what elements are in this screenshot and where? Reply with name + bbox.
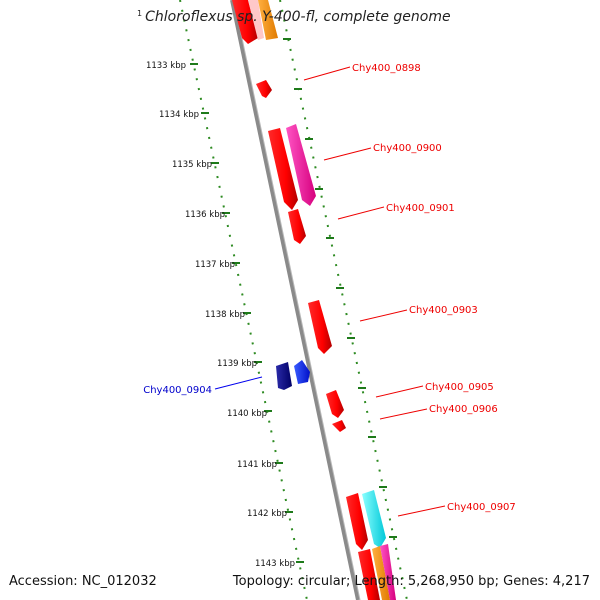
gene-label-chy400-0903[interactable]: Chy400_0903 bbox=[409, 305, 478, 316]
ruler-label: 1139 kbp bbox=[217, 359, 257, 369]
gene-bottom-red[interactable] bbox=[358, 549, 380, 600]
genome-summary-text: Topology: circular; Length: 5,268,950 bp… bbox=[232, 574, 590, 589]
ruler-label: 1137 kbp bbox=[195, 260, 235, 270]
ruler-ticks-right bbox=[283, 38, 397, 538]
gene-label-chy400-0904[interactable]: Chy400_0904 bbox=[143, 385, 212, 396]
backbone-line bbox=[230, 0, 360, 600]
gene-reverse-blue[interactable] bbox=[294, 360, 310, 384]
gene-top-orange[interactable] bbox=[258, 0, 278, 40]
gene-label-chy400-0898[interactable]: Chy400_0898 bbox=[352, 63, 421, 74]
gene-chy400-0904[interactable] bbox=[276, 362, 292, 390]
gene-chy400-0907[interactable] bbox=[362, 490, 386, 548]
gene-top-pink[interactable] bbox=[248, 0, 264, 40]
gene-chy400-0903[interactable] bbox=[308, 300, 332, 354]
ruler-label: 1140 kbp bbox=[227, 409, 267, 419]
gene-label-chy400-0901[interactable]: Chy400_0901 bbox=[386, 203, 455, 214]
gene-bottom-orange[interactable] bbox=[372, 546, 390, 600]
gene-top-red[interactable] bbox=[232, 0, 258, 44]
gene-chy400-0901[interactable] bbox=[288, 209, 306, 244]
gene-chy400-0898[interactable] bbox=[256, 80, 272, 98]
ruler-label: 1133 kbp bbox=[146, 61, 186, 71]
ruler-label: 1136 kbp bbox=[185, 210, 225, 220]
gene-label-chy400-0907[interactable]: Chy400_0907 bbox=[447, 502, 516, 513]
ruler-label: 1141 kbp bbox=[237, 460, 277, 470]
ruler-label: 1134 kbp bbox=[159, 110, 199, 120]
gene-chy400-0905[interactable] bbox=[326, 390, 344, 418]
gene-bottom-magenta[interactable] bbox=[380, 544, 396, 600]
ruler-label: 1143 kbp bbox=[255, 559, 295, 569]
gene-labels: Chy400_0898 Chy400_0900 Chy400_0901 Chy4… bbox=[143, 63, 516, 513]
label-leader-lines bbox=[214, 66, 446, 517]
ruler-track-right bbox=[279, 0, 408, 600]
ruler-label: 1142 kbp bbox=[247, 509, 287, 519]
backbone-line-shadow bbox=[233, 0, 361, 600]
title-superscript: 1 bbox=[137, 9, 143, 18]
gene-chy400-0900[interactable] bbox=[286, 124, 316, 206]
ruler-labels: 1133 kbp 1134 kbp 1135 kbp 1136 kbp 1137… bbox=[146, 61, 295, 569]
gene-chy400-0906[interactable] bbox=[332, 420, 346, 432]
ruler-label: 1138 kbp bbox=[205, 310, 245, 320]
title-text: Chloroflexus sp. Y-400-fl, complete geno… bbox=[145, 9, 451, 25]
gene-label-chy400-0900[interactable]: Chy400_0900 bbox=[373, 143, 442, 154]
accession-text: Accession: NC_012032 bbox=[9, 574, 157, 589]
gene-label-chy400-0906[interactable]: Chy400_0906 bbox=[429, 404, 498, 415]
ruler-label: 1135 kbp bbox=[172, 160, 212, 170]
gene-label-chy400-0905[interactable]: Chy400_0905 bbox=[425, 382, 494, 393]
ruler-ticks-left bbox=[190, 63, 304, 563]
gene-chy400-0899[interactable] bbox=[268, 128, 298, 210]
gene-chy400-0907-red[interactable] bbox=[346, 493, 368, 550]
genome-title: 1 Chloroflexus sp. Y-400-fl, complete gen… bbox=[137, 9, 451, 25]
ruler-track-left bbox=[179, 0, 308, 600]
